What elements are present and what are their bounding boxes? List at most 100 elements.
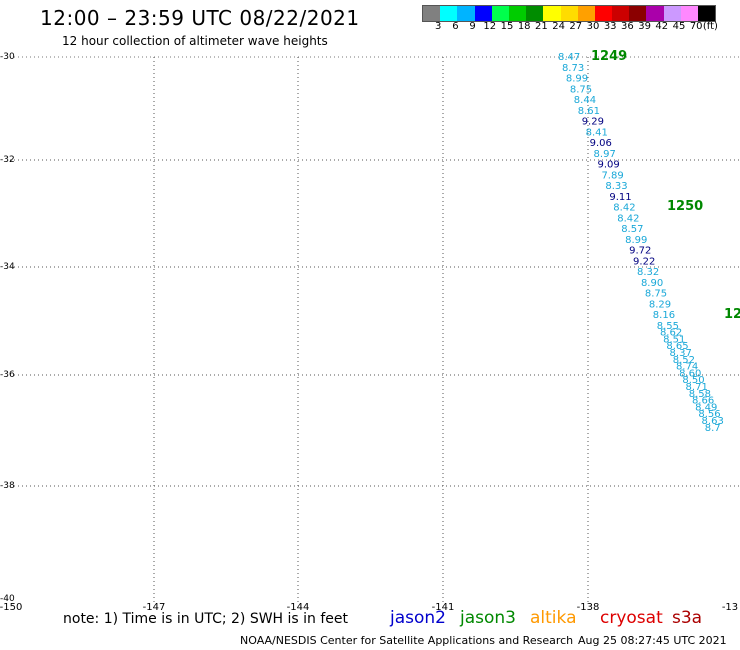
colorbar-swatch xyxy=(440,6,458,21)
colorbar-swatch xyxy=(680,6,698,21)
map-title: 12:00 – 23:59 UTC 08/22/2021 xyxy=(40,6,360,30)
lon-label: -13 xyxy=(721,602,739,613)
satellite-jason2: jason2 xyxy=(390,608,446,628)
colorbar-swatch xyxy=(491,6,509,21)
wave-height-reading: 8.16 xyxy=(653,310,675,321)
wave-height-reading: 8.97 xyxy=(594,149,616,160)
lon-label: -138 xyxy=(576,602,600,613)
wave-height-reading: 8.33 xyxy=(605,181,627,192)
colorbar-swatch xyxy=(543,6,561,21)
wave-height-reading: 8.61 xyxy=(578,106,600,117)
colorbar-label: 15 xyxy=(500,21,514,32)
wave-height-reading: 8.32 xyxy=(637,267,659,278)
wave-height-reading: 8.42 xyxy=(613,203,635,214)
colorbar-swatch xyxy=(663,6,681,21)
lat-label: -32 xyxy=(0,155,15,165)
lon-label: -141 xyxy=(431,602,455,613)
colorbar-label: 39 xyxy=(638,21,651,32)
wave-height-reading: 9.72 xyxy=(629,246,651,257)
wave-height-reading: 8.56 xyxy=(698,409,720,420)
colorbar-label: 18 xyxy=(517,21,531,32)
wave-height-reading: 8.99 xyxy=(625,235,647,246)
colorbar-swatch xyxy=(629,6,647,21)
colorbar-label: 70 xyxy=(689,21,703,32)
wave-height-reading: 7.89 xyxy=(601,170,623,181)
credit-line: NOAA/NESDIS Center for Satellite Applica… xyxy=(240,634,574,647)
satellite-cryosat: cryosat xyxy=(600,608,663,628)
pass-number-label: 1250 xyxy=(667,199,703,214)
wave-height-reading: 8.66 xyxy=(692,396,714,407)
wave-height-reading: 8.60 xyxy=(679,368,701,379)
wave-height-reading: 8.44 xyxy=(574,95,596,106)
wave-height-reading: 9.11 xyxy=(609,192,631,203)
colorbar-label: 27 xyxy=(569,21,583,32)
lat-label: -38 xyxy=(0,481,15,491)
wave-height-colorbar xyxy=(422,5,717,22)
wave-height-reading: 8.58 xyxy=(689,389,711,400)
wave-height-reading: 8.90 xyxy=(641,278,663,289)
wave-height-reading: 8.75 xyxy=(570,84,592,95)
wave-height-reading: 8.62 xyxy=(660,328,682,339)
colorbar-swatch xyxy=(526,6,544,21)
lon-label: -147 xyxy=(142,602,166,613)
wave-height-reading: 9.09 xyxy=(598,160,620,171)
generated-timestamp: Aug 25 08:27:45 UTC 2021 xyxy=(578,634,727,647)
wave-height-reading: 8.55 xyxy=(657,321,679,332)
wave-height-reading: 8.75 xyxy=(645,289,667,300)
lat-label: -36 xyxy=(0,370,15,380)
wave-height-reading: 8.37 xyxy=(670,348,692,359)
wave-height-reading: 9.22 xyxy=(633,256,655,267)
lon-label: -144 xyxy=(286,602,310,613)
wave-height-reading: 8.63 xyxy=(702,416,724,427)
lon-label: -150 xyxy=(0,602,23,613)
wave-height-reading: 8.99 xyxy=(566,74,588,85)
colorbar-label: 24 xyxy=(552,21,565,32)
wave-height-reading: 8.65 xyxy=(666,341,688,352)
colorbar-label: 30 xyxy=(586,21,600,32)
wave-height-reading: 8.42 xyxy=(617,213,639,224)
footer-note: note: 1) Time is in UTC; 2) SWH is in fe… xyxy=(63,611,349,627)
wave-height-reading: 8.74 xyxy=(676,362,698,373)
colorbar-label: 9 xyxy=(469,21,476,32)
colorbar-label: 12 xyxy=(483,21,497,32)
satellite-s3a: s3a xyxy=(672,608,703,628)
colorbar-label: (ft) xyxy=(702,21,718,32)
colorbar-label: 45 xyxy=(672,21,686,32)
wave-height-reading: 8.29 xyxy=(649,299,671,310)
wave-height-reading: 9.06 xyxy=(590,138,612,149)
colorbar-swatch xyxy=(612,6,630,21)
colorbar-label: 42 xyxy=(655,21,669,32)
pass-number-label: 12 xyxy=(724,307,740,322)
colorbar-label: 21 xyxy=(535,21,548,32)
colorbar-label: 6 xyxy=(452,21,459,32)
wave-height-reading: 8.7 xyxy=(705,423,721,434)
wave-height-reading: 8.71 xyxy=(686,382,708,393)
wave-height-reading: 8.73 xyxy=(562,63,584,74)
colorbar-swatch xyxy=(577,6,595,21)
colorbar-label: 33 xyxy=(603,21,617,32)
colorbar-swatch xyxy=(508,6,527,21)
wave-height-reading: 8.52 xyxy=(673,355,695,366)
wave-height-reading: 8.49 xyxy=(695,402,717,413)
colorbar-swatch xyxy=(457,6,475,21)
lat-label: -30 xyxy=(0,52,15,62)
colorbar-swatch xyxy=(646,6,664,21)
lat-label: -34 xyxy=(0,262,15,272)
wave-height-reading: 8.50 xyxy=(682,375,704,386)
colorbar-swatch xyxy=(423,6,441,21)
wave-height-reading: 8.57 xyxy=(621,224,643,235)
satellite-jason3: jason3 xyxy=(460,608,516,628)
colorbar-swatch xyxy=(698,6,716,21)
wave-height-reading: 8.51 xyxy=(663,334,685,345)
wave-height-reading: 9.29 xyxy=(582,117,604,128)
satellite-altika: altika xyxy=(530,608,577,628)
colorbar-swatch xyxy=(594,6,613,21)
lat-label: -40 xyxy=(0,594,15,604)
wave-height-reading: 8.47 xyxy=(558,52,580,63)
colorbar-swatch xyxy=(474,6,492,21)
colorbar-label: 3 xyxy=(435,21,442,32)
colorbar-label: 36 xyxy=(621,21,634,32)
pass-number-label: 1249 xyxy=(591,49,627,64)
map-subtitle: 12 hour collection of altimeter wave hei… xyxy=(62,34,328,48)
